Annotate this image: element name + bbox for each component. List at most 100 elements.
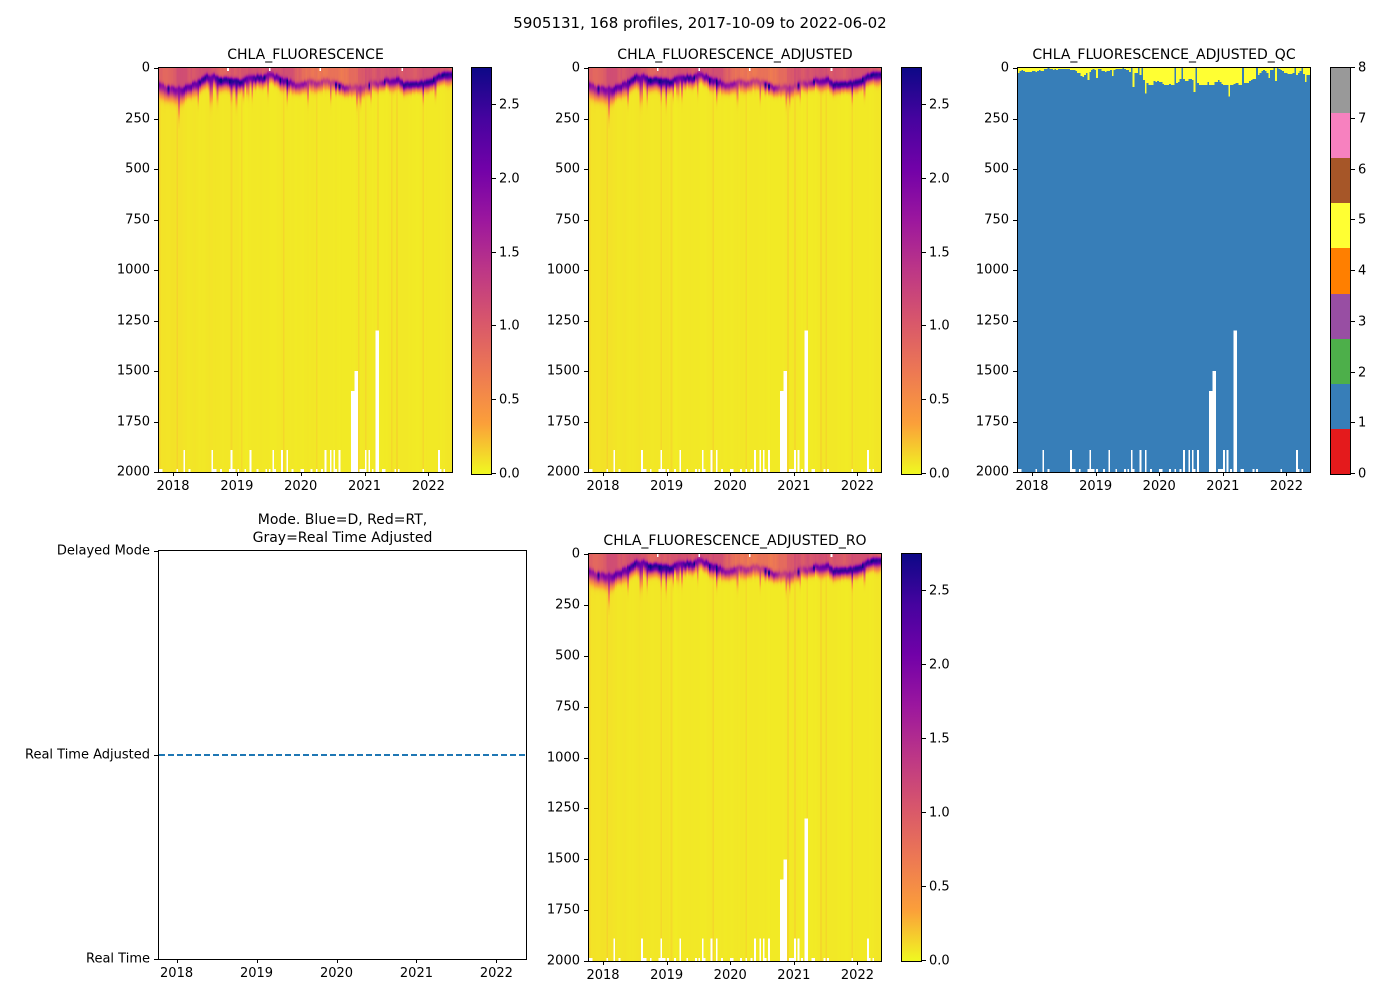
- y-axis-tick-label: 2000: [975, 464, 1009, 480]
- y-axis-tick: [1013, 421, 1017, 423]
- y-axis-tick-label: 500: [555, 161, 580, 177]
- y-axis-tick-label: 500: [984, 161, 1009, 177]
- x-axis-tick: [857, 472, 859, 476]
- y-axis-tick: [154, 118, 158, 120]
- colorbar-segment-qc7: [1331, 113, 1350, 159]
- y-axis-tick-label: 2000: [546, 953, 580, 969]
- colorbar-tick-label: 2: [1358, 365, 1367, 380]
- y-axis-tick: [1013, 219, 1017, 221]
- colorbar-tick: [1351, 270, 1355, 271]
- y-axis-tick-label: 500: [125, 161, 150, 177]
- x-axis-tick-label: 2022: [1269, 479, 1303, 494]
- colorbar-tick: [922, 251, 926, 253]
- y-axis-tick: [154, 371, 158, 372]
- y-axis-tick: [154, 169, 158, 170]
- colorbar-segment-qc0: [1331, 428, 1350, 474]
- colorbar-tick: [922, 177, 926, 179]
- y-axis-tick: [154, 472, 158, 473]
- colorbar-tick-label: 1.5: [499, 245, 520, 261]
- x-axis-tick-label: 2018: [160, 966, 194, 981]
- y-axis-tick: [584, 169, 588, 170]
- colorbar-tick: [1351, 67, 1355, 68]
- y-axis-tick: [584, 219, 588, 221]
- colorbar-tick: [492, 177, 496, 179]
- subplot-title: Mode. Blue=D, Red=RT, Gray=Real Time Adj…: [253, 512, 433, 547]
- y-axis-tick: [1013, 169, 1017, 170]
- colorbar-tick: [922, 399, 926, 401]
- colorbar-tick-label: 4: [1358, 263, 1367, 279]
- y-axis-tick: [154, 959, 158, 960]
- x-axis-tick-label: 2018: [586, 968, 620, 983]
- x-axis-tick: [256, 959, 258, 963]
- y-axis-tick-label: 1750: [546, 902, 580, 918]
- y-axis-tick-label: 1750: [116, 414, 150, 429]
- y-axis-tick-label: 1000: [546, 262, 580, 278]
- y-axis-tick-label: 1000: [116, 262, 150, 278]
- colorbar-segment-qc4: [1331, 248, 1350, 294]
- x-axis-tick-label: 2022: [411, 479, 445, 494]
- x-axis-tick: [730, 472, 732, 476]
- colorbar-tick-label: 2.0: [929, 657, 950, 673]
- y-axis-tick: [154, 219, 158, 221]
- y-axis-tick-label: 1000: [546, 750, 580, 765]
- colorbar-tick-label: 1.0: [929, 805, 950, 821]
- y-axis-tick: [584, 961, 588, 962]
- colorbar-tick: [1351, 320, 1355, 322]
- colorbar-tick: [492, 251, 496, 253]
- y-axis-tick: [154, 320, 158, 322]
- x-axis-tick-label: 2018: [586, 479, 620, 494]
- colorbar-tick-label: 0: [1358, 466, 1367, 482]
- colorbar-tick-label: 0.5: [929, 879, 950, 895]
- colorbar-tick: [922, 738, 926, 739]
- x-axis-tick-label: 2022: [840, 968, 874, 983]
- colorbar-tick: [1351, 422, 1355, 424]
- x-axis-tick: [1031, 472, 1033, 476]
- x-axis-tick: [1286, 472, 1288, 476]
- y-axis-tick: [154, 270, 158, 271]
- x-axis-tick-label: 2019: [650, 479, 684, 494]
- colorbar-tick: [1351, 473, 1355, 474]
- y-axis-tick-label: 1750: [546, 414, 580, 429]
- y-axis-tick-label: 1250: [546, 313, 580, 328]
- subplot-title-line2: Gray=Real Time Adjusted: [252, 529, 433, 546]
- y-axis-category-label: Real Time Adjusted: [25, 747, 150, 763]
- x-axis-tick-label: 2022: [840, 479, 874, 494]
- colorbar-tick-label: 1.0: [499, 318, 520, 334]
- x-axis-tick: [1159, 472, 1161, 476]
- colorbar-segment-qc6: [1331, 158, 1350, 204]
- y-axis-tick-label: 250: [555, 111, 580, 126]
- colorbar-tick-label: 2.5: [499, 97, 520, 113]
- colorbar-tick: [922, 325, 926, 327]
- x-axis-tick: [793, 961, 795, 965]
- colorbar-tick: [922, 812, 926, 813]
- y-axis-tick: [154, 421, 158, 423]
- subplot-title: CHLA_FLUORESCENCE_ADJUSTED: [617, 46, 853, 63]
- x-axis-tick: [857, 961, 859, 965]
- x-axis-tick: [176, 959, 178, 963]
- colorbar-tick-label: 6: [1358, 162, 1367, 177]
- y-axis-tick: [1013, 118, 1017, 120]
- y-axis-tick-label: 1250: [546, 800, 580, 816]
- y-axis-tick-label: 750: [125, 212, 150, 227]
- y-axis-tick-label: 500: [555, 648, 580, 664]
- y-axis-tick: [1013, 472, 1017, 473]
- x-axis-tick: [428, 472, 430, 476]
- colorbar-tick: [1351, 371, 1355, 373]
- colorbar-chla: 0.0 0.5 1.0 1.5 2.0 2.5: [471, 67, 520, 482]
- y-axis-tick-label: 1500: [546, 851, 580, 867]
- colorbar-tick-label: 7: [1358, 111, 1367, 127]
- y-axis-tick: [1013, 320, 1017, 322]
- colorbar-tick-label: 0.5: [929, 392, 950, 408]
- colorbar-tick-label: 2.5: [929, 583, 950, 599]
- x-axis-tick: [666, 961, 668, 965]
- x-axis-tick: [602, 472, 604, 476]
- colorbar-tick: [492, 473, 496, 474]
- y-axis-tick: [584, 910, 588, 912]
- colorbar-tick-label: 5: [1358, 212, 1367, 228]
- y-axis-tick-label: 750: [555, 212, 580, 227]
- colorbar-tick-label: 8: [1358, 60, 1367, 76]
- x-axis-tick-label: 2019: [239, 966, 274, 981]
- colorbar-tick: [922, 960, 926, 961]
- colorbar-tick-label: 0.0: [499, 466, 520, 482]
